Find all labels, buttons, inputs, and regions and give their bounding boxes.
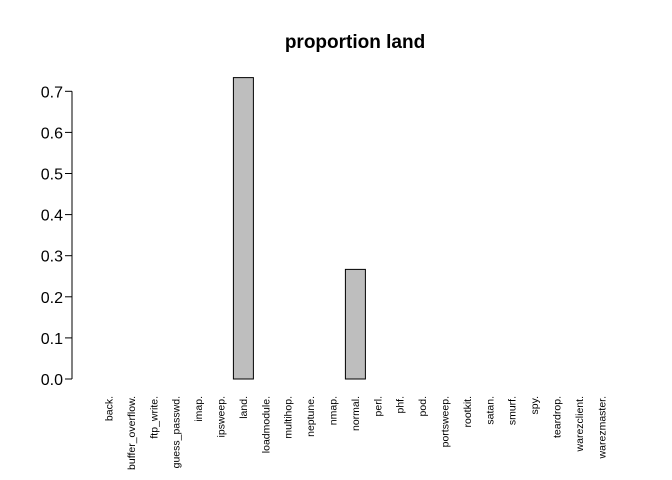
y-tick-label: 0.6 xyxy=(41,125,63,142)
x-tick-label: buffer_overflow. xyxy=(126,396,138,470)
x-tick-label: satan. xyxy=(484,396,496,425)
y-tick-label: 0.5 xyxy=(41,167,63,184)
x-tick-label: loadmodule. xyxy=(260,396,272,453)
x-tick-label: perl. xyxy=(372,396,384,416)
x-tick-label: pod. xyxy=(417,396,429,416)
y-tick-label: 0.0 xyxy=(41,372,63,389)
y-tick-label: 0.1 xyxy=(41,331,63,348)
x-tick-label: warezclient. xyxy=(574,396,586,452)
x-tick-label: imap. xyxy=(193,396,205,422)
x-tick-label: portsweep. xyxy=(440,396,452,447)
x-tick-label: back. xyxy=(104,396,116,421)
x-tick-label: neptune. xyxy=(305,396,317,437)
x-tick-label: teardrop. xyxy=(552,396,564,438)
y-tick-label: 0.3 xyxy=(41,249,63,266)
y-tick-label: 0.7 xyxy=(41,84,63,101)
chart-title: proportion land xyxy=(285,32,425,53)
x-tick-label: normal. xyxy=(350,396,362,431)
bars xyxy=(232,77,366,380)
x-tick-label: nmap. xyxy=(328,396,340,425)
x-axis-labels: back. buffer_overflow. ftp_write. guess_pas… xyxy=(104,396,609,470)
x-tick-label: multihop. xyxy=(283,396,295,439)
y-tick-label: 0.2 xyxy=(41,290,63,307)
x-tick-label: spy. xyxy=(529,396,541,414)
x-tick-label: warezmaster. xyxy=(596,396,608,459)
x-tick-label: ftp_write. xyxy=(148,396,160,439)
bar xyxy=(344,268,366,380)
y-axis: 0.0 0.1 0.2 0.3 0.4 0.5 0.6 0.7 xyxy=(41,84,73,389)
x-tick-label: land. xyxy=(238,396,250,419)
x-tick-label: rootkit. xyxy=(462,396,474,428)
bar xyxy=(232,77,254,380)
x-tick-label: smurf. xyxy=(507,396,519,425)
x-tick-label: phf. xyxy=(395,396,407,414)
x-tick-label: guess_passwd. xyxy=(171,396,183,468)
y-tick-label: 0.4 xyxy=(41,208,63,225)
x-tick-label: ipsweep. xyxy=(216,396,228,437)
